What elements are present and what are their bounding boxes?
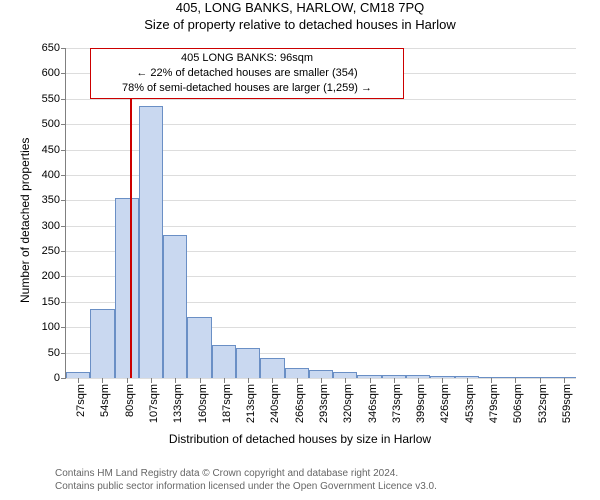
attribution-line1: Contains HM Land Registry data © Crown c… [55, 468, 437, 481]
attribution-line2: Contains public sector information licen… [55, 481, 437, 494]
y-tick-label: 300 [42, 220, 60, 232]
x-tick-label: 426sqm [439, 384, 451, 423]
annotation-line2: ← 22% of detached houses are smaller (35… [97, 66, 397, 81]
histogram-bar [115, 198, 139, 378]
histogram-bar [285, 368, 309, 378]
y-tick-label: 350 [42, 194, 60, 206]
x-tick-label: 453sqm [464, 384, 476, 423]
histogram-bar [90, 309, 114, 378]
annotation-line3: 78% of semi-detached houses are larger (… [97, 81, 397, 96]
y-tick-label: 200 [42, 270, 60, 282]
y-tick-label: 400 [42, 169, 60, 181]
y-axis-label: Number of detached properties [18, 138, 32, 303]
x-tick-label: 80sqm [124, 384, 136, 417]
annotation-box: 405 LONG BANKS: 96sqm ← 22% of detached … [90, 48, 404, 99]
y-tick-label: 450 [42, 144, 60, 156]
y-tick-label: 0 [54, 372, 60, 384]
y-tick-label: 500 [42, 118, 60, 130]
x-tick-label: 107sqm [148, 384, 160, 423]
attribution: Contains HM Land Registry data © Crown c… [55, 468, 437, 493]
x-tick-label: 320sqm [342, 384, 354, 423]
x-tick-label: 479sqm [488, 384, 500, 423]
x-tick-label: 160sqm [197, 384, 209, 423]
x-tick-label: 187sqm [221, 384, 233, 423]
chart-subtitle: Size of property relative to detached ho… [0, 17, 600, 32]
x-tick-label: 373sqm [391, 384, 403, 423]
x-tick-label: 506sqm [512, 384, 524, 423]
histogram-bar [187, 317, 211, 378]
x-tick-label: 293sqm [318, 384, 330, 423]
y-tick-label: 100 [42, 321, 60, 333]
x-tick-label: 133sqm [172, 384, 184, 423]
y-tick-label: 250 [42, 245, 60, 257]
y-tick-label: 600 [42, 67, 60, 79]
x-tick-label: 532sqm [537, 384, 549, 423]
x-axis-label: Distribution of detached houses by size … [0, 432, 600, 446]
y-tick-label: 650 [42, 42, 60, 54]
histogram-bar [212, 345, 236, 378]
x-tick-label: 240sqm [269, 384, 281, 423]
x-tick-label: 27sqm [75, 384, 87, 417]
x-tick-label: 399sqm [415, 384, 427, 423]
histogram-bar [260, 358, 284, 378]
x-tick-label: 266sqm [294, 384, 306, 423]
gridline [66, 99, 576, 100]
y-tick-label: 50 [48, 347, 60, 359]
histogram-bar [139, 106, 163, 378]
y-tick-label: 550 [42, 93, 60, 105]
chart-title: 405, LONG BANKS, HARLOW, CM18 7PQ [0, 0, 600, 15]
histogram-bar [309, 370, 333, 378]
x-tick-label: 213sqm [245, 384, 257, 423]
annotation-line1: 405 LONG BANKS: 96sqm [97, 51, 397, 66]
y-tick-label: 150 [42, 296, 60, 308]
histogram-bar [163, 235, 187, 378]
x-tick-label: 559sqm [561, 384, 573, 423]
histogram-bar [236, 348, 260, 378]
x-tick-label: 346sqm [367, 384, 379, 423]
x-tick-label: 54sqm [99, 384, 111, 417]
